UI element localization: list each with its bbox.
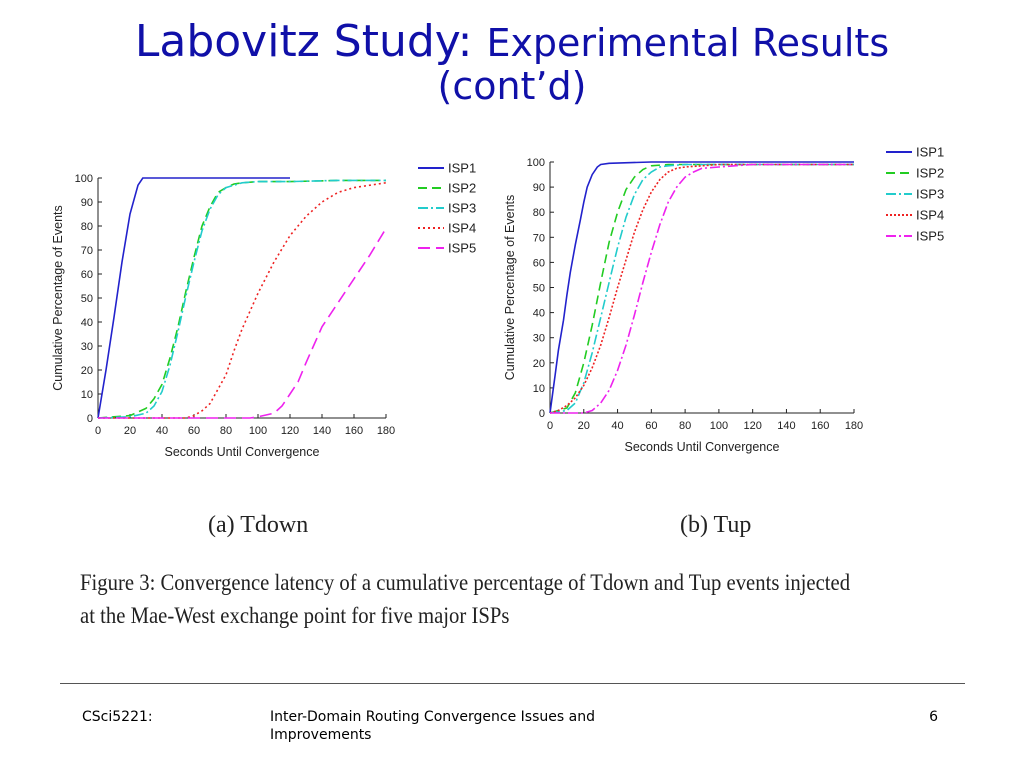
figure-caption: Figure 3: Convergence latency of a cumul… bbox=[80, 570, 851, 629]
x-tick-label: 180 bbox=[845, 420, 863, 432]
y-tick-label: 50 bbox=[533, 283, 545, 295]
x-tick-label: 180 bbox=[377, 425, 395, 437]
x-tick-label: 160 bbox=[811, 420, 829, 432]
series-line-isp4 bbox=[549, 163, 854, 414]
x-tick-label: 140 bbox=[313, 425, 331, 437]
y-tick-label: 70 bbox=[533, 232, 545, 244]
y-tick-label: 40 bbox=[533, 308, 545, 320]
x-tick-label: 60 bbox=[645, 420, 657, 432]
x-axis-label: Seconds Until Convergence bbox=[165, 445, 320, 459]
legend-label-isp5: ISP5 bbox=[916, 229, 944, 244]
x-tick-label: 20 bbox=[124, 425, 136, 437]
y-tick-label: 10 bbox=[81, 389, 93, 401]
y-tick-label: 20 bbox=[81, 365, 93, 377]
y-axis-label: Cumulative Percentage of Events bbox=[51, 205, 65, 391]
legend-label-isp2: ISP2 bbox=[916, 166, 944, 181]
x-tick-label: 40 bbox=[156, 425, 168, 437]
series-line-isp3 bbox=[549, 163, 854, 414]
y-tick-label: 60 bbox=[81, 269, 93, 281]
series-line-isp1 bbox=[97, 177, 290, 419]
x-tick-label: 100 bbox=[249, 425, 267, 437]
y-tick-label: 50 bbox=[81, 293, 93, 305]
x-tick-label: 140 bbox=[777, 420, 795, 432]
y-tick-label: 100 bbox=[75, 173, 93, 185]
y-axis-label: Cumulative Percentage of Events bbox=[503, 195, 517, 381]
y-tick-label: 10 bbox=[533, 383, 545, 395]
slide-title: Labovitz Study: Experimental Results (co… bbox=[0, 18, 1024, 107]
title-main: Labovitz Study: bbox=[134, 16, 487, 67]
y-tick-label: 20 bbox=[533, 358, 545, 370]
legend-label-isp4: ISP4 bbox=[448, 221, 476, 236]
footer-divider bbox=[60, 683, 965, 684]
series-line-isp5 bbox=[550, 163, 854, 414]
y-tick-label: 90 bbox=[81, 197, 93, 209]
y-tick-label: 40 bbox=[81, 317, 93, 329]
series-line-isp1 bbox=[549, 161, 854, 414]
subcaption-a: (a) Tdown bbox=[208, 512, 309, 538]
y-tick-label: 80 bbox=[533, 207, 545, 219]
legend-label-isp1: ISP1 bbox=[448, 161, 476, 176]
y-tick-label: 70 bbox=[81, 245, 93, 257]
series-line-isp5 bbox=[98, 227, 387, 419]
y-tick-label: 100 bbox=[527, 157, 545, 169]
y-tick-label: 90 bbox=[533, 182, 545, 194]
subcaption-b: (b) Tup bbox=[680, 512, 752, 538]
chart-tup: 0 20 40 60 80 100 120 140 160 180 0 10 20 30 40 50 60 70 8… bbox=[503, 145, 944, 455]
x-axis-label: Seconds Until Convergence bbox=[625, 440, 780, 454]
legend-label-isp4: ISP4 bbox=[916, 208, 944, 223]
legend-label-isp2: ISP2 bbox=[448, 181, 476, 196]
y-tick-label: 0 bbox=[87, 413, 93, 425]
x-tick-label: 0 bbox=[547, 420, 553, 432]
legend-label-isp3: ISP3 bbox=[916, 187, 944, 202]
title-sub: Experimental Results bbox=[486, 21, 890, 65]
series-line-isp2 bbox=[549, 163, 854, 414]
x-tick-label: 60 bbox=[188, 425, 200, 437]
footer-topic: Inter-Domain Routing Convergence Issues … bbox=[270, 709, 595, 744]
x-tick-label: 120 bbox=[743, 420, 761, 432]
y-tick-label: 80 bbox=[81, 221, 93, 233]
x-tick-label: 20 bbox=[578, 420, 590, 432]
legend-label-isp3: ISP3 bbox=[448, 201, 476, 216]
x-tick-label: 80 bbox=[220, 425, 232, 437]
page-number: 6 bbox=[929, 709, 938, 725]
footer-course: CSci5221: bbox=[82, 709, 153, 725]
title-line2: (cont’d) bbox=[437, 63, 587, 108]
x-tick-label: 160 bbox=[345, 425, 363, 437]
x-tick-label: 0 bbox=[95, 425, 101, 437]
x-tick-label: 80 bbox=[679, 420, 691, 432]
series-line-isp4 bbox=[98, 182, 387, 419]
x-tick-label: 40 bbox=[611, 420, 623, 432]
x-tick-label: 100 bbox=[710, 420, 728, 432]
series-line-isp2 bbox=[97, 179, 386, 419]
legend-label-isp1: ISP1 bbox=[916, 145, 944, 160]
series-line-isp3 bbox=[97, 179, 386, 419]
y-tick-label: 60 bbox=[533, 257, 545, 269]
chart-tdown: 0 20 40 60 80 100 120 140 160 180 0 10 20 30 40 50 60 70 8… bbox=[51, 161, 476, 460]
x-tick-label: 120 bbox=[281, 425, 299, 437]
legend-label-isp5: ISP5 bbox=[448, 241, 476, 256]
y-tick-label: 30 bbox=[81, 341, 93, 353]
y-tick-label: 0 bbox=[539, 408, 545, 420]
y-tick-label: 30 bbox=[533, 333, 545, 345]
